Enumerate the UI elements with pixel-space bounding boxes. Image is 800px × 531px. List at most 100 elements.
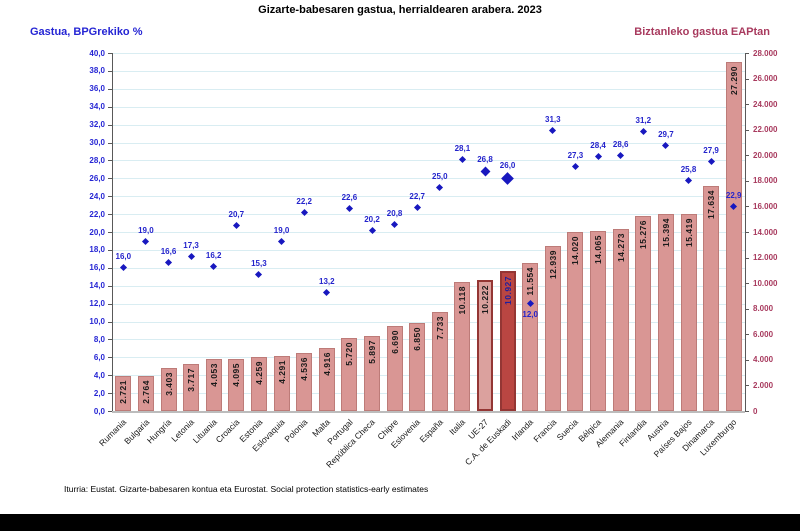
marker-Dinamarca [707, 157, 715, 165]
bar-value-label: 11.554 [525, 267, 536, 296]
right-axis-tick [745, 180, 749, 182]
left-axis-tick-label: 20,0 [89, 227, 105, 237]
marker-Portugal [345, 205, 353, 213]
bar-value-label: 4.916 [321, 352, 332, 376]
bar-value-label: 4.259 [253, 360, 264, 385]
bar-value-label: 10.118 [457, 285, 468, 315]
gridline [112, 214, 745, 216]
marker-value-label: 27,3 [567, 151, 584, 161]
x-axis-line [112, 411, 745, 413]
marker-value-label: 22,6 [341, 193, 358, 203]
right-axis-tick-label: 12.000 [753, 253, 778, 263]
right-axis-tick [745, 104, 749, 106]
left-axis-tick [108, 124, 112, 126]
category-label-Irlanda: Irlanda [509, 417, 536, 443]
gridline [112, 196, 745, 198]
marker-UE-27 [480, 166, 490, 177]
left-axis-tick [108, 339, 112, 341]
left-axis-tick-label: 4,0 [93, 370, 105, 380]
bar-Suecia: 14.020 [567, 231, 584, 411]
marker-value-label: 20,2 [364, 214, 380, 224]
marker-Eslovaquia [278, 237, 286, 245]
category-label-España: España [417, 417, 445, 445]
marker-Rumania [119, 264, 127, 272]
left-axis-tick-label: 40,0 [89, 48, 105, 58]
bar-Austria: 15.394 [657, 214, 674, 411]
bar-value-label: 15.276 [638, 219, 649, 249]
marker-value-label: 26,0 [499, 160, 516, 170]
left-axis-tick [108, 142, 112, 144]
bar-value-label: 14.065 [593, 235, 604, 265]
left-axis-tick [108, 267, 112, 269]
marker-value-label: 16,6 [160, 246, 177, 256]
bar-value-label: 3.403 [163, 371, 174, 396]
marker-Bélgica [594, 153, 602, 161]
left-axis-tick-label: 8,0 [93, 334, 105, 344]
category-label-Suecia: Suecia [555, 417, 581, 443]
bar-Alemania: 14.273 [612, 228, 629, 411]
marker-value-label: 15,3 [251, 258, 267, 268]
left-axis-tick [108, 321, 112, 323]
bar-value-label: 15.394 [660, 218, 671, 248]
left-axis-tick [108, 160, 112, 162]
marker-value-label: 16,2 [205, 250, 222, 260]
right-axis-tick-label: 2.000 [753, 380, 774, 390]
bottom-black-bar [0, 514, 800, 531]
bar-value-label: 12.939 [547, 249, 558, 279]
marker-value-label: 12,0 [522, 310, 538, 320]
right-axis-tick [745, 359, 749, 361]
right-axis-tick-label: 24.000 [753, 99, 778, 109]
gridline [112, 357, 745, 359]
chart-title: Gizarte-babesaren gastua, herrialdearen … [258, 4, 542, 16]
bar-Estonia: 4.259 [250, 356, 267, 411]
left-axis-tick-label: 18,0 [89, 245, 105, 255]
left-axis-tick [108, 232, 112, 233]
left-axis-tick [108, 214, 112, 216]
left-axis-tick-label: 6,0 [93, 352, 105, 362]
right-axis-tick [745, 308, 749, 310]
bar-Francia: 12.939 [544, 245, 561, 411]
left-axis-tick-label: 38,0 [89, 66, 105, 76]
marker-Chipre [391, 221, 399, 229]
marker-value-label: 27,9 [703, 145, 719, 155]
left-axis-tick [108, 70, 112, 72]
marker-value-label: 25,0 [432, 171, 448, 181]
source-note: Iturria: Eustat. Gizarte-babesaren kontu… [64, 484, 429, 494]
bar-value-label: 27.290 [728, 66, 739, 96]
right-axis-tick [745, 53, 749, 54]
marker-value-label: 28,4 [590, 141, 606, 151]
bar-Rumania: 2.721 [115, 376, 132, 411]
gridline [112, 339, 745, 341]
bar-value-label: 14.020 [570, 235, 581, 265]
marker-Hungría [164, 258, 173, 266]
gridline [112, 232, 745, 233]
left-axis-tick-label: 12,0 [89, 299, 105, 309]
bar-value-label: 4.291 [276, 360, 287, 384]
marker-value-label: 31,2 [635, 116, 652, 126]
left-axis-tick-label: 32,0 [89, 120, 105, 130]
right-axis-tick [745, 206, 749, 208]
gridline [112, 321, 745, 323]
bar-value-label: 2.721 [118, 380, 129, 404]
bar-República Checa: 5.897 [364, 335, 380, 411]
right-axis-tick [745, 283, 749, 285]
left-axis-tick-label: 26,0 [89, 173, 105, 183]
gridline [112, 124, 745, 126]
right-axis-tick-label: 6.000 [753, 329, 774, 339]
bar-España: 7.733 [431, 312, 448, 411]
gridline [112, 106, 745, 108]
marker-Francia [549, 127, 557, 135]
left-axis-tick-label: 2,0 [93, 388, 105, 398]
category-label-Italia: Italia [447, 417, 468, 437]
left-axis-line [112, 53, 113, 411]
right-axis-tick-label: 10.000 [753, 278, 778, 288]
right-axis-tick [745, 385, 749, 387]
gridline [112, 178, 745, 180]
gridline [112, 70, 745, 72]
bar-value-label: 5.720 [344, 341, 355, 366]
left-axis-tick [108, 357, 112, 359]
left-axis-tick-label: 0,0 [93, 406, 105, 416]
gridline [112, 375, 745, 377]
marker-Estonia [255, 270, 263, 278]
